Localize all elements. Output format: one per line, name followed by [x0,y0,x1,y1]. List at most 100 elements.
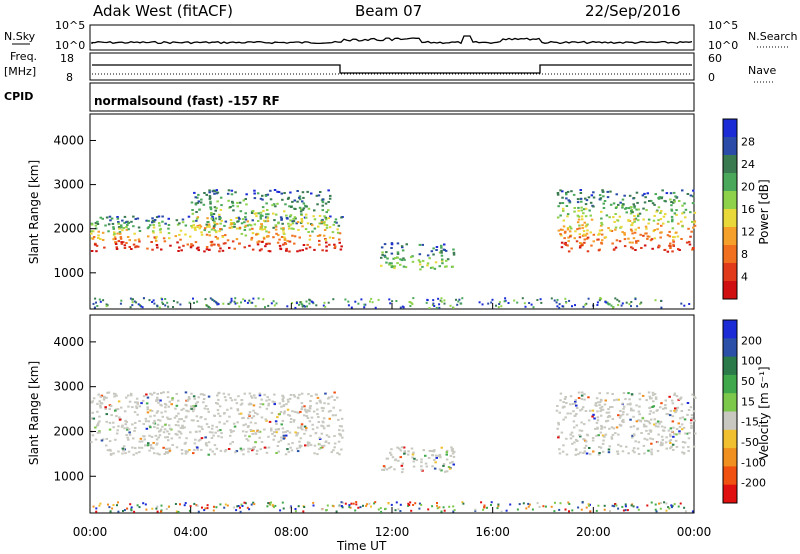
echo-cell [478,301,481,304]
echo-cell [277,440,280,443]
echo-cell [199,438,202,441]
echo-cell [128,246,131,248]
echo-cell [335,510,338,513]
echo-cell [194,430,198,433]
echo-cell [306,409,310,412]
echo-cell [660,402,663,405]
echo-cell [448,467,452,470]
echo-cell [675,209,678,212]
echo-cell [282,434,286,437]
echo-cell [653,237,657,240]
echo-cell [227,189,231,192]
echo-cell [681,189,684,192]
echo-cell [92,236,96,238]
echo-cell [130,220,133,223]
echo-cell [613,505,616,508]
echo-cell [574,399,577,401]
echo-cell [177,250,180,252]
echo-cell [129,306,132,309]
y-tick-label: 1000 [53,266,84,280]
echo-cell [452,510,455,513]
echo-cell [115,415,118,418]
echo-cell [403,258,406,261]
echo-cell [161,220,164,223]
echo-cell [381,253,384,256]
echo-cell [141,306,144,309]
echo-cell [205,442,208,445]
echo-cell [357,506,360,509]
echo-cell [174,235,177,238]
echo-cell [241,417,244,420]
echo-cell [579,435,582,438]
echo-cell [109,405,113,407]
echo-cell [693,224,697,227]
echo-cell [282,232,285,235]
echo-cell [112,392,116,395]
echo-cell [572,420,576,423]
echo-cell [576,221,580,224]
echo-cell [318,214,322,217]
echo-cell [659,444,663,447]
echo-cell [452,248,455,251]
echo-cell [207,410,210,413]
echo-cell [153,426,156,428]
echo-cell [626,413,629,416]
echo-cell [257,212,260,215]
echo-cell [336,452,339,455]
echo-cell [287,400,290,403]
echo-cell [291,234,294,237]
echo-cell [127,222,130,224]
echo-cell [317,416,320,418]
echo-cell [415,459,418,462]
echo-cell [669,409,673,412]
echo-cell [293,199,296,202]
echo-cell [105,444,108,447]
echo-cell [327,424,331,427]
echo-cell [614,503,617,505]
echo-cell [246,224,250,227]
echo-cell [149,409,152,412]
echo-cell [218,215,221,218]
echo-cell [434,454,438,457]
echo-cell [638,398,642,401]
echo-cell [567,240,570,243]
echo-cell [449,454,453,457]
echo-cell [334,218,338,221]
echo-cell [202,401,205,404]
echo-cell [164,222,167,225]
echo-cell [299,410,302,413]
echo-cell [235,402,239,405]
echo-cell [661,442,664,445]
echo-cell [407,502,410,505]
echo-cell [292,227,295,230]
echo-cell [229,429,232,432]
echo-cell [377,508,380,511]
echo-cell [556,298,559,301]
echo-cell [658,422,661,425]
echo-cell [572,193,576,196]
echo-cell [556,305,559,308]
echo-cell [670,445,673,448]
echo-cell [576,440,579,442]
echo-cell [194,438,197,441]
echo-cell [599,398,603,401]
echo-cell [332,406,335,409]
echo-cell [486,506,488,509]
echo-cell [333,442,337,445]
echo-cell [643,419,647,422]
nave-tick-bottom: 0 [708,71,715,84]
echo-cell [236,220,239,223]
echo-cell [276,190,279,193]
echo-cell [607,408,610,411]
echo-cell [481,303,484,306]
echo-cell [565,197,568,200]
echo-cell [128,400,132,403]
echo-cell [279,247,282,250]
echo-cell [243,226,247,229]
echo-cell [301,191,305,194]
echo-cell [239,403,243,406]
echo-cell [322,421,325,424]
echo-cell [638,405,641,408]
